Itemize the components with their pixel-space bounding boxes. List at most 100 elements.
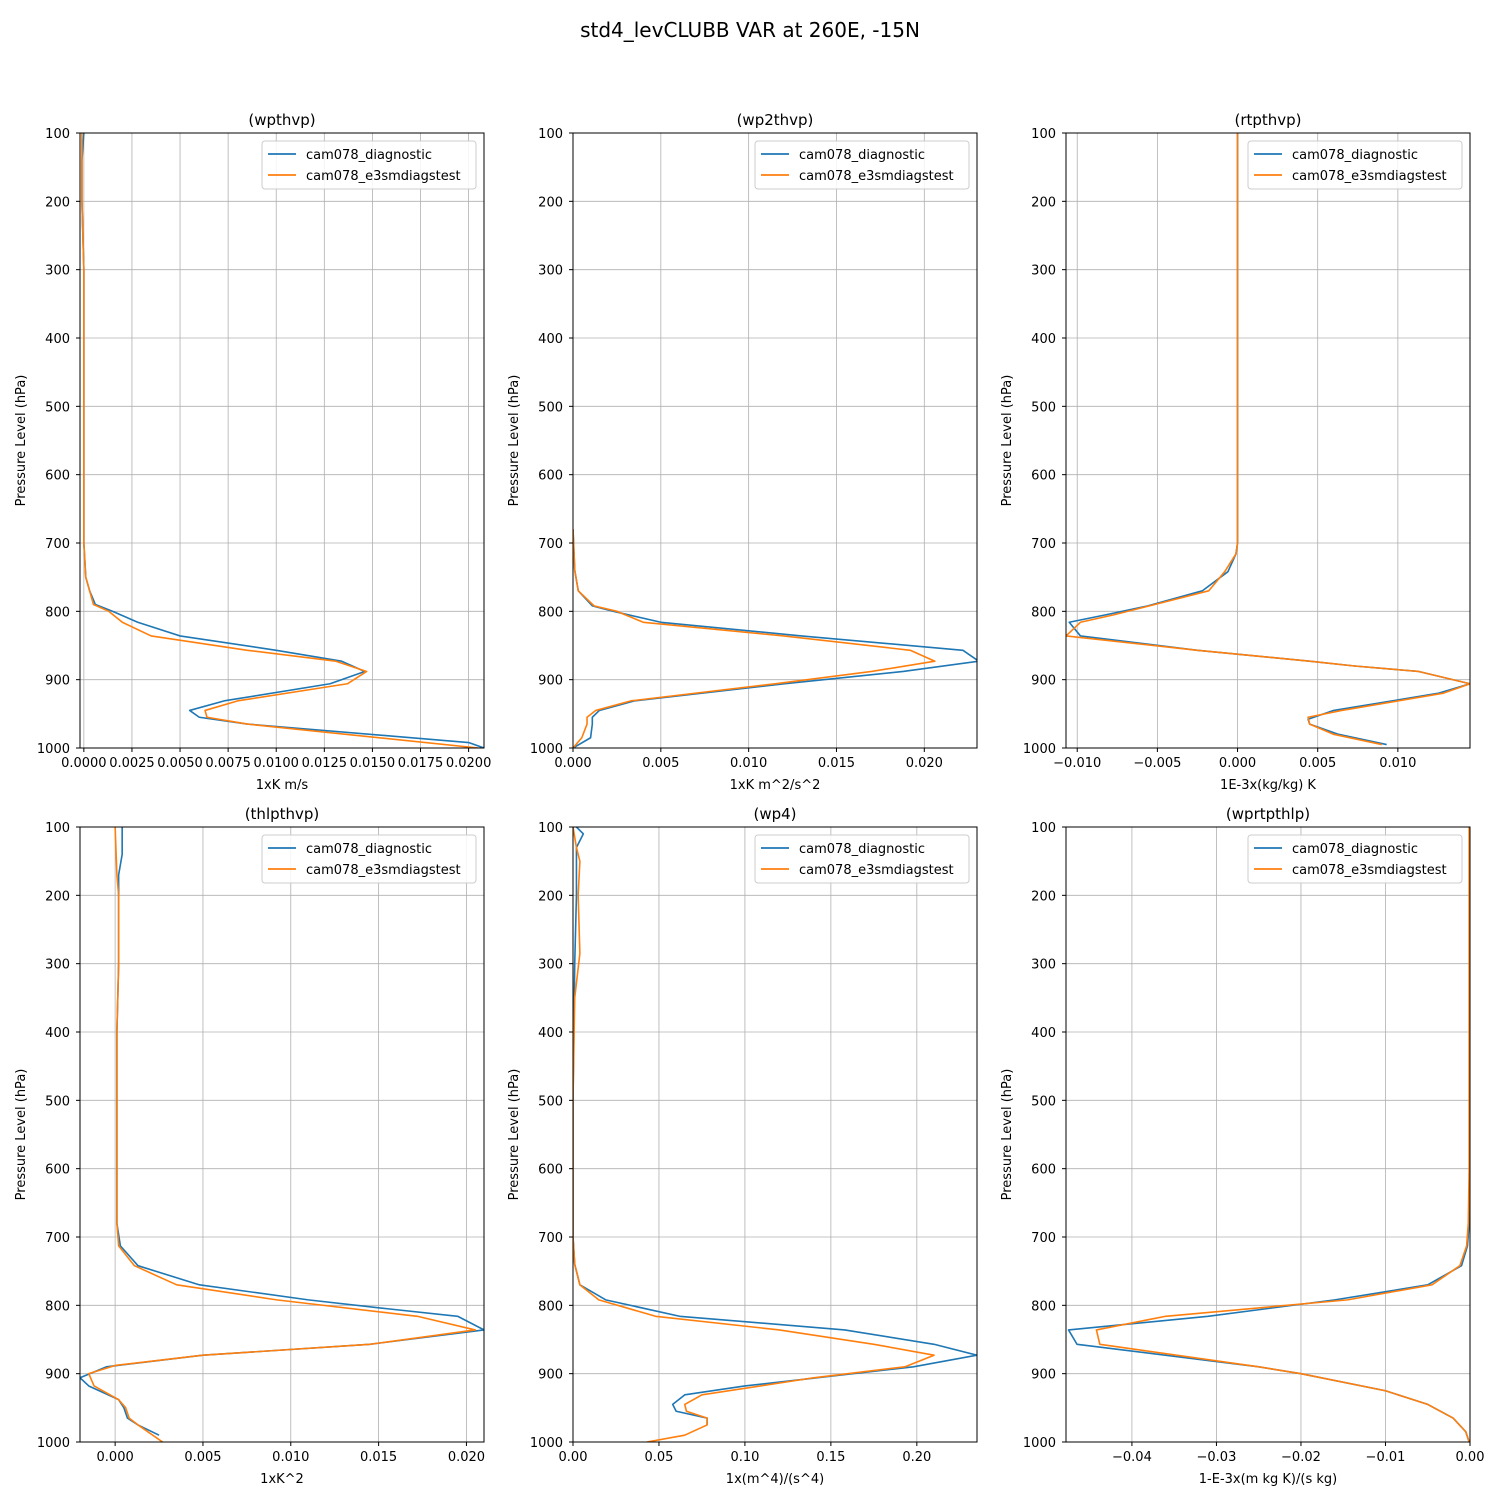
y-tick-label: 400 — [538, 1026, 563, 1041]
y-tick-label: 400 — [45, 332, 70, 347]
y-tick-label: 1000 — [1023, 1436, 1056, 1451]
y-tick-label: 1000 — [1023, 742, 1056, 757]
subplot-title: (wp2thvp) — [737, 111, 814, 129]
y-tick-label: 100 — [45, 127, 70, 142]
legend: cam078_diagnostic cam078_e3smdiagstest — [262, 141, 476, 189]
subplot-title: (wprtpthlp) — [1226, 805, 1310, 823]
y-tick-label: 600 — [538, 469, 563, 484]
y-axis-label: Pressure Level (hPa) — [14, 375, 29, 507]
y-tick-label: 800 — [45, 605, 70, 620]
x-tick-label: 0.000 — [97, 1450, 134, 1465]
legend: cam078_diagnostic cam078_e3smdiagstest — [1248, 835, 1462, 883]
subplot-title: (rtpthvp) — [1234, 111, 1301, 129]
subplot-title: (thlpthvp) — [245, 805, 320, 823]
legend-entry: cam078_e3smdiagstest — [306, 863, 461, 878]
legend-entry: cam078_e3smdiagstest — [799, 169, 954, 184]
y-tick-label: 100 — [1031, 127, 1056, 142]
y-tick-label: 500 — [45, 1094, 70, 1109]
y-tick-label: 800 — [538, 1299, 563, 1314]
x-tick-label: 0.010 — [272, 1450, 309, 1465]
y-tick-label: 900 — [45, 1368, 70, 1383]
y-tick-label: 700 — [1031, 1231, 1056, 1246]
y-tick-label: 1000 — [530, 742, 563, 757]
y-tick-label: 1000 — [37, 742, 70, 757]
x-tick-label: 0.0100 — [253, 756, 299, 771]
y-tick-label: 500 — [45, 400, 70, 415]
x-axis-label: 1x(m^4)/(s^4) — [726, 1472, 824, 1487]
y-tick-label: 500 — [538, 1094, 563, 1109]
y-tick-label: 400 — [538, 332, 563, 347]
x-tick-label: 0.005 — [1299, 756, 1336, 771]
y-tick-label: 600 — [45, 469, 70, 484]
y-tick-label: 600 — [1031, 1163, 1056, 1178]
x-tick-label: 0.20 — [902, 1450, 931, 1465]
legend-entry: cam078_e3smdiagstest — [1292, 863, 1447, 878]
y-tick-label: 700 — [45, 1231, 70, 1246]
y-tick-label: 900 — [538, 1368, 563, 1383]
y-tick-label: 500 — [538, 400, 563, 415]
x-axis-label: 1-E-3x(m kg K)/(s kg) — [1199, 1472, 1337, 1487]
legend-entry: cam078_diagnostic — [799, 148, 925, 163]
y-tick-label: 200 — [45, 195, 70, 210]
y-tick-label: 800 — [538, 605, 563, 620]
y-axis-label: Pressure Level (hPa) — [1000, 1069, 1015, 1201]
x-tick-label: 0.015 — [360, 1450, 397, 1465]
x-tick-label: −0.04 — [1112, 1450, 1152, 1465]
y-tick-label: 300 — [45, 958, 70, 973]
legend-entry: cam078_diagnostic — [799, 842, 925, 857]
x-tick-label: 0.00 — [1456, 1450, 1485, 1465]
y-tick-label: 500 — [1031, 400, 1056, 415]
y-tick-label: 1000 — [37, 1436, 70, 1451]
y-tick-label: 400 — [1031, 332, 1056, 347]
y-tick-label: 600 — [45, 1163, 70, 1178]
y-tick-label: 600 — [538, 1163, 563, 1178]
legend-entry: cam078_diagnostic — [1292, 148, 1418, 163]
y-tick-label: 700 — [45, 537, 70, 552]
legend-entry: cam078_e3smdiagstest — [799, 863, 954, 878]
y-tick-label: 900 — [1031, 1368, 1056, 1383]
y-tick-label: 900 — [538, 674, 563, 689]
x-tick-label: −0.03 — [1197, 1450, 1237, 1465]
legend: cam078_diagnostic cam078_e3smdiagstest — [755, 835, 969, 883]
y-tick-label: 400 — [1031, 1026, 1056, 1041]
x-tick-label: −0.010 — [1053, 756, 1101, 771]
y-tick-label: 200 — [1031, 195, 1056, 210]
y-tick-label: 700 — [538, 1231, 563, 1246]
y-tick-label: 300 — [1031, 958, 1056, 973]
x-tick-label: 0.000 — [554, 756, 591, 771]
x-axis-label: 1xK m^2/s^2 — [730, 778, 821, 793]
y-tick-label: 800 — [1031, 1299, 1056, 1314]
y-tick-label: 100 — [1031, 821, 1056, 836]
y-axis-label: Pressure Level (hPa) — [14, 1069, 29, 1201]
x-tick-label: 0.020 — [448, 1450, 485, 1465]
x-axis-label: 1xK^2 — [260, 1472, 304, 1487]
y-tick-label: 900 — [1031, 674, 1056, 689]
x-tick-label: 0.0150 — [350, 756, 396, 771]
x-tick-label: 0.00 — [559, 1450, 588, 1465]
legend-entry: cam078_e3smdiagstest — [306, 169, 461, 184]
x-tick-label: 0.15 — [816, 1450, 845, 1465]
y-axis-label: Pressure Level (hPa) — [507, 375, 522, 507]
y-tick-label: 800 — [1031, 605, 1056, 620]
subplot-title: (wp4) — [753, 805, 796, 823]
legend: cam078_diagnostic cam078_e3smdiagstest — [1248, 141, 1462, 189]
legend-entry: cam078_diagnostic — [1292, 842, 1418, 857]
y-tick-label: 800 — [45, 1299, 70, 1314]
x-axis-label: 1xK m/s — [256, 778, 309, 793]
x-tick-label: 0.10 — [730, 1450, 759, 1465]
x-tick-label: 0.005 — [184, 1450, 221, 1465]
x-tick-label: 0.010 — [1379, 756, 1416, 771]
x-tick-label: −0.005 — [1133, 756, 1181, 771]
y-tick-label: 500 — [1031, 1094, 1056, 1109]
y-tick-label: 700 — [538, 537, 563, 552]
x-tick-label: 0.0200 — [446, 756, 492, 771]
y-axis-label: Pressure Level (hPa) — [1000, 375, 1015, 507]
x-tick-label: 0.05 — [644, 1450, 673, 1465]
x-tick-label: 0.0000 — [61, 756, 107, 771]
y-tick-label: 300 — [45, 264, 70, 279]
x-tick-label: 0.0125 — [302, 756, 348, 771]
x-tick-label: 0.005 — [642, 756, 679, 771]
x-tick-label: 0.000 — [1219, 756, 1256, 771]
legend-entry: cam078_diagnostic — [306, 148, 432, 163]
legend-entry: cam078_diagnostic — [306, 842, 432, 857]
